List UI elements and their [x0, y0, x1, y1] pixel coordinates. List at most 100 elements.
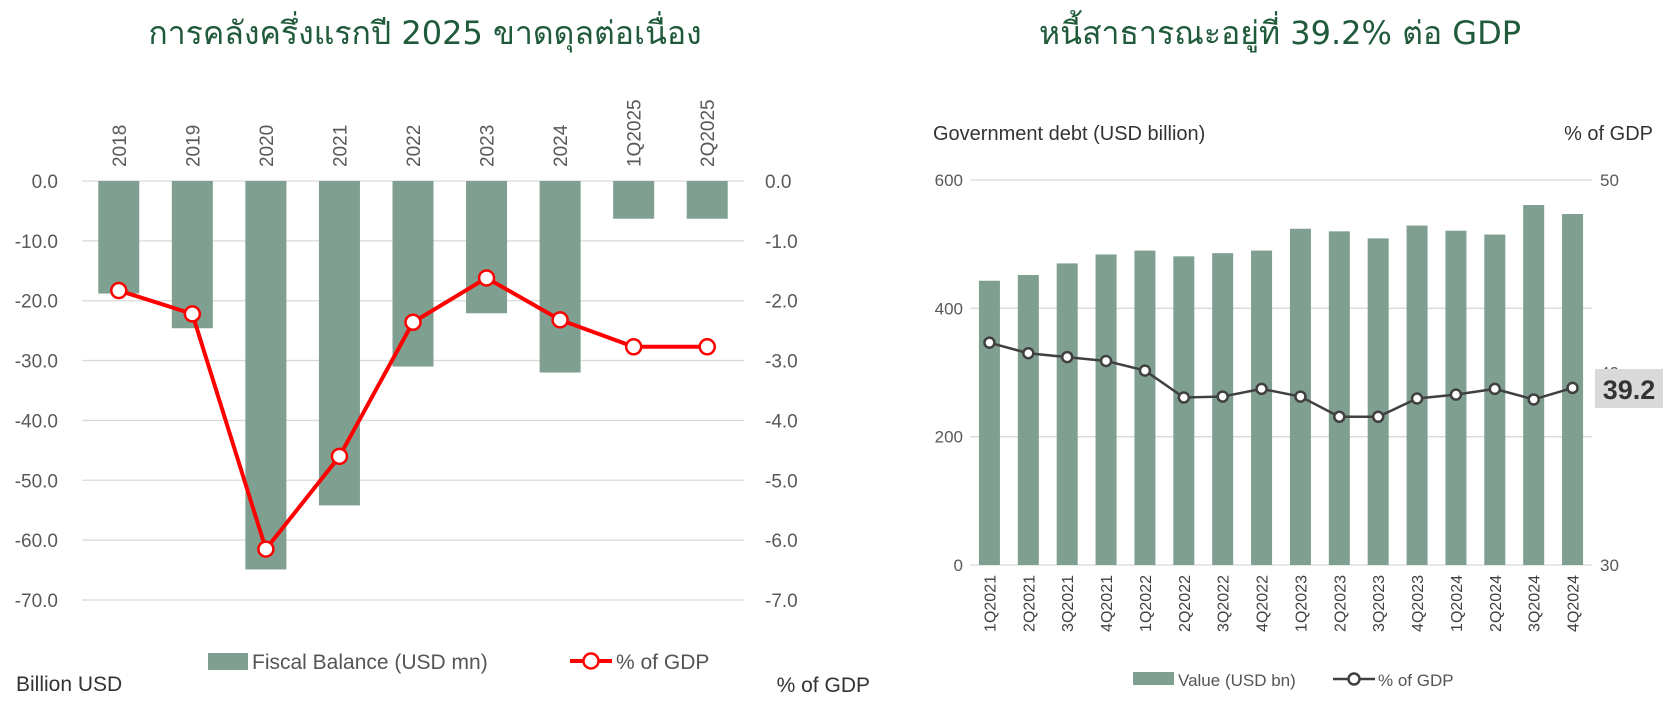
fiscal-bars: [98, 181, 728, 570]
gdp-point: [1138, 364, 1152, 377]
debt-bar: [1484, 234, 1506, 565]
debt-bar: [1017, 274, 1039, 565]
annotation-box: [1595, 369, 1663, 408]
gdp-point: [477, 269, 496, 287]
debt-chart-title: หนี้สาธารณะอยู่ที่ 39.2% ต่อ GDP: [1039, 10, 1521, 53]
legend-line-label: % of GDP: [616, 651, 709, 674]
gdp-point: [1255, 382, 1268, 396]
x-tick-label: 2018: [110, 125, 131, 167]
y2-tick-label: -3.0: [765, 352, 798, 373]
y-tick-label: 200: [935, 428, 963, 447]
debt-bar: [1056, 263, 1078, 565]
fiscal-bar: [171, 181, 213, 329]
legend-line-marker: [582, 652, 600, 670]
gdp-point: [404, 313, 422, 332]
x-tick-label: 2Q2024: [1488, 575, 1505, 632]
x-tick-label: 4Q2022: [1255, 575, 1272, 632]
gdp-point: [1177, 391, 1191, 404]
y-tick-label: -60.0: [15, 531, 58, 552]
debt-bar: [1095, 254, 1117, 565]
debt-bar: [1328, 231, 1350, 566]
y2-tick-label: -1.0: [765, 232, 798, 253]
y2-tick-label: -6.0: [765, 531, 798, 552]
y-tick-label: 400: [935, 299, 963, 318]
debt-gdp-line: [983, 336, 1579, 424]
debt-chart-ylabel: Government debt (USD billion): [933, 123, 1205, 145]
debt-bars: [978, 205, 1584, 566]
y-tick-label: 600: [935, 171, 963, 190]
gdp-point: [624, 338, 643, 356]
x-tick-label: 1Q2021: [982, 575, 999, 632]
fiscal-bar: [613, 181, 655, 219]
debt-bar: [1173, 256, 1195, 565]
y-tick-label: -70.0: [15, 591, 58, 612]
fiscal-bar: [392, 181, 434, 367]
debt-bar: [1523, 205, 1545, 565]
debt-bar: [978, 280, 1000, 565]
x-tick-label: 3Q2022: [1216, 575, 1233, 632]
gdp-point: [330, 447, 349, 466]
debt-bar: [1134, 250, 1156, 566]
legend-line-marker: [1347, 672, 1361, 686]
x-tick-label: 2023: [478, 125, 499, 167]
x-tick-label: 1Q2025: [625, 99, 646, 167]
fiscal-axis-labels: 0.0 -10.0 -20.0 -30.0 -40.0 -50.0 -60.0 -70.0 0.…: [15, 99, 798, 612]
gdp-point: [1294, 390, 1307, 403]
gdp-point: [1488, 382, 1502, 396]
y-tick-label: -20.0: [15, 292, 58, 313]
x-tick-label: 2019: [183, 125, 204, 167]
x-tick-label: 3Q2023: [1371, 575, 1388, 632]
gdp-point: [183, 305, 202, 323]
legend-bar-label: Fiscal Balance (USD mn): [252, 651, 488, 674]
x-tick-label: 2022: [404, 125, 425, 167]
x-tick-label: 3Q2024: [1527, 575, 1544, 632]
debt-chart-y2label: % of GDP: [1564, 123, 1653, 145]
gdp-point: [110, 281, 128, 300]
x-tick-label: 4Q2023: [1410, 575, 1427, 632]
y-tick-label: -40.0: [15, 411, 58, 432]
gdp-point: [983, 336, 996, 349]
y2-tick-label: -5.0: [765, 471, 798, 492]
fiscal-chart-ylabel: Billion USD: [16, 673, 122, 696]
gdp-point: [257, 540, 275, 558]
y-tick-label: -50.0: [15, 471, 58, 492]
debt-bar: [1212, 253, 1234, 565]
x-tick-label: 2Q2023: [1332, 575, 1349, 632]
fiscal-gdp-line: [110, 269, 716, 558]
fiscal-chart-title: การคลังครึ่งแรกปี 2025 ขาดดุลต่อเนื่อง: [148, 11, 701, 53]
gdp-point: [1333, 410, 1346, 424]
y-tick-label: 0: [954, 556, 963, 575]
gdp-point: [551, 311, 569, 329]
x-tick-label: 4Q2021: [1099, 575, 1116, 632]
y2-tick-label: 30: [1600, 556, 1619, 575]
legend-line-label: % of GDP: [1378, 671, 1454, 690]
debt-axis-labels: 02004006003040501Q20212Q20213Q20214Q2021…: [935, 171, 1619, 632]
x-tick-label: 1Q2023: [1293, 575, 1310, 632]
y2-tick-label: -2.0: [765, 292, 798, 313]
x-tick-label: 2021: [330, 125, 351, 167]
legend-bar-swatch: [1133, 672, 1174, 685]
debt-legend: Value (USD bn) % of GDP: [1133, 671, 1454, 690]
y2-tick-label: 50: [1600, 171, 1619, 190]
gdp-series-line: [989, 341, 1573, 419]
annotation-value: 39.2: [1603, 375, 1656, 405]
x-tick-label: 2020: [257, 125, 278, 167]
y2-tick-label: -7.0: [765, 591, 798, 612]
fiscal-chart-y2label: % of GDP: [777, 674, 870, 697]
fiscal-bar: [245, 181, 287, 570]
y2-tick-label: 0.0: [765, 172, 791, 193]
x-tick-label: 2024: [551, 124, 572, 167]
gdp-point: [1216, 390, 1229, 403]
y2-tick-label: -4.0: [765, 411, 798, 432]
x-tick-label: 2Q2025: [698, 99, 719, 167]
debt-bar: [1251, 250, 1273, 566]
y-tick-label: 0.0: [32, 172, 58, 193]
x-tick-label: 1Q2024: [1449, 575, 1466, 632]
fiscal-bar: [686, 181, 728, 219]
gdp-point: [1371, 410, 1385, 424]
x-tick-label: 3Q2021: [1060, 575, 1077, 632]
y-tick-label: -10.0: [15, 232, 58, 253]
x-tick-label: 2Q2022: [1177, 575, 1194, 632]
gdp-point: [1099, 354, 1113, 368]
